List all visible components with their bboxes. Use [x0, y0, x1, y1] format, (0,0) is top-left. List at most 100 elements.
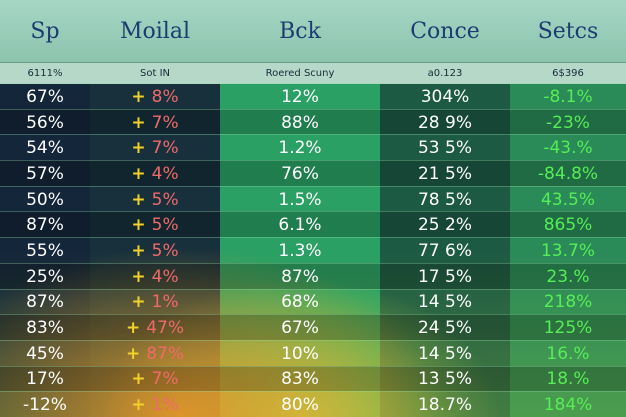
column-subtitle: 6111%	[0, 62, 91, 84]
table-row: 67% +8% 12% 304% -8.1%	[0, 83, 626, 109]
value-cell: 25 2%	[417, 215, 472, 236]
value-cell: 6.1%	[278, 215, 322, 236]
table-row: 25% +4% 87% 17 5% 23.%	[0, 262, 626, 290]
value-cell: 28 9%	[417, 112, 472, 133]
column-subtitle: Roered Scuny	[220, 62, 381, 84]
value-cell: 18.%	[546, 369, 590, 390]
value-cell: 87%	[281, 266, 319, 287]
table-row: 45% +87% 10% 14 5% 16.%	[0, 339, 626, 367]
value-cell: 13.7%	[540, 240, 595, 261]
change-cell: +87%	[90, 341, 220, 367]
value-cell: 68%	[281, 292, 319, 313]
change-value: 87%	[146, 343, 185, 364]
change-cell: +4%	[90, 264, 220, 290]
value-cell: 25%	[26, 266, 64, 287]
plus-sign: +	[131, 369, 146, 390]
value-cell: 16.%	[546, 343, 590, 364]
change-cell: +4%	[90, 161, 220, 187]
value-cell: 80%	[281, 395, 319, 416]
value-cell: -8.1%	[543, 86, 593, 107]
change-value: 8%	[151, 86, 179, 107]
change-cell: +5%	[90, 238, 220, 264]
change-value: 7%	[151, 112, 179, 133]
value-cell: -43.%	[543, 138, 593, 159]
plus-sign: +	[131, 215, 146, 236]
change-cell: +8%	[90, 84, 220, 110]
column-title: Setcs	[510, 0, 626, 62]
change-value: 5%	[151, 215, 179, 236]
value-cell: 77 6%	[417, 240, 472, 261]
plus-sign: +	[125, 343, 141, 364]
value-cell: 43.5%	[540, 189, 595, 210]
value-cell: 67%	[26, 86, 64, 107]
table-row: 56% +7% 88% 28 9% -23%	[0, 108, 626, 136]
value-cell: 13 5%	[417, 369, 472, 390]
value-cell: 67%	[281, 318, 319, 339]
plus-sign: +	[125, 318, 141, 339]
value-cell: 24 5%	[417, 318, 472, 339]
value-cell: 53 5%	[417, 138, 472, 159]
value-cell: 88%	[281, 112, 319, 133]
plus-sign: +	[131, 395, 146, 416]
value-cell: -12%	[23, 395, 67, 416]
change-value: 7%	[151, 138, 179, 159]
value-cell: 1.2%	[278, 138, 322, 159]
table-row: 87% +1% 68% 14 5% 218%	[0, 288, 626, 316]
value-cell: 125%	[543, 318, 593, 339]
value-cell: 14 5%	[417, 292, 472, 313]
value-cell: 78 5%	[417, 189, 472, 210]
plus-sign: +	[131, 292, 146, 313]
value-cell: 87%	[26, 292, 64, 313]
value-cell: 54%	[26, 138, 64, 159]
table-row: -12% +1% 80% 18.7% 184%	[0, 391, 626, 417]
value-cell: -23%	[546, 112, 590, 133]
value-cell: -84.8%	[537, 163, 599, 184]
change-cell: +7%	[90, 110, 220, 136]
value-cell: 17%	[26, 369, 64, 390]
value-cell: 304%	[420, 86, 470, 107]
value-cell: 865%	[543, 215, 593, 236]
plus-sign: +	[131, 189, 146, 210]
change-value: 5%	[151, 189, 179, 210]
column-title: Bck	[220, 0, 381, 62]
column-subtitle: a0.123	[380, 62, 511, 84]
value-cell: 18.7%	[417, 395, 472, 416]
value-cell: 56%	[26, 112, 64, 133]
table-row: 87% +5% 6.1% 25 2% 865%	[0, 211, 626, 238]
value-cell: 17 5%	[417, 266, 472, 287]
value-cell: 184%	[543, 395, 593, 416]
plus-sign: +	[131, 112, 146, 133]
plus-sign: +	[131, 86, 146, 107]
value-cell: 57%	[26, 163, 64, 184]
change-cell: +1%	[90, 392, 220, 417]
value-cell: 1.3%	[278, 240, 322, 261]
value-cell: 12%	[281, 86, 319, 107]
value-cell: 45%	[26, 343, 64, 364]
table-row: 83% +47% 67% 24 5% 125%	[0, 314, 626, 340]
column-title: Sp	[0, 0, 91, 62]
plus-sign: +	[131, 266, 146, 287]
column-subtitle: 6$396	[510, 62, 626, 84]
value-cell: 87%	[26, 215, 64, 236]
value-cell: 218%	[543, 292, 593, 313]
change-cell: +7%	[90, 367, 220, 393]
change-cell: +1%	[90, 290, 220, 316]
value-cell: 83%	[281, 369, 319, 390]
change-cell: +5%	[90, 212, 220, 238]
table-row: 55% +5% 1.3% 77 6% 13.7%	[0, 237, 626, 263]
plus-sign: +	[131, 163, 146, 184]
column-title: Conce	[380, 0, 511, 62]
change-cell: +7%	[90, 135, 220, 161]
change-cell: +47%	[90, 315, 220, 341]
column-subtitle: Sot IN	[90, 62, 221, 84]
plus-sign: +	[131, 138, 146, 159]
change-value: 1%	[151, 292, 179, 313]
table-row: 54% +7% 1.2% 53 5% -43.%	[0, 134, 626, 160]
value-cell: 55%	[26, 240, 64, 261]
table-row: 50% +5% 1.5% 78 5% 43.5%	[0, 185, 626, 212]
plus-sign: +	[131, 240, 146, 261]
change-value: 5%	[151, 240, 179, 261]
change-value: 1%	[151, 395, 179, 416]
value-cell: 23.%	[546, 266, 590, 287]
